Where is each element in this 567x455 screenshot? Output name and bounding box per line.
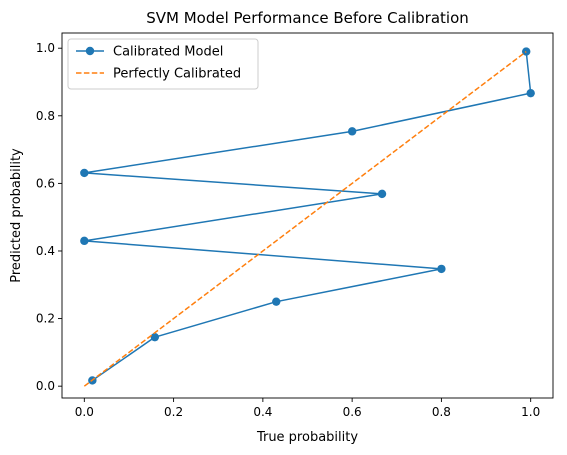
y-tick-label: 0.2: [36, 312, 55, 326]
x-tick-label: 0.0: [75, 405, 94, 419]
data-point: [347, 127, 357, 136]
y-tick-label: 0.4: [36, 244, 55, 258]
data-point: [80, 168, 89, 178]
axes-frame: [61, 32, 554, 399]
legend: Calibrated Model Perfectly Calibrated: [67, 38, 259, 90]
legend-box: [67, 38, 259, 90]
series-line-1: [83, 50, 527, 387]
x-tick-label: 0.4: [253, 405, 272, 419]
data-point: [526, 88, 535, 98]
y-axis-label: Predicted probability: [9, 148, 24, 283]
data-point: [80, 236, 89, 246]
legend-entry-label: Calibrated Model: [113, 45, 223, 60]
data-point: [377, 189, 387, 199]
x-tick-label: 1.0: [521, 405, 540, 419]
data-point: [150, 332, 160, 342]
x-axis-label: True probability: [256, 430, 358, 445]
legend-entry-label: Perfectly Calibrated: [113, 67, 241, 82]
y-tick-label: 1.0: [36, 41, 55, 55]
data-point: [437, 264, 446, 274]
y-tick-label: 0.0: [36, 379, 55, 393]
data-point: [272, 297, 281, 306]
legend-swatch-marker: [85, 46, 95, 56]
y-axis-ticks: 0.0 0.2 0.4 0.6 0.8 1.0: [36, 41, 62, 393]
x-tick-label: 0.6: [343, 405, 362, 419]
plot-area: [61, 32, 554, 399]
y-tick-label: 0.8: [36, 109, 55, 123]
x-tick-label: 0.2: [164, 405, 183, 419]
series-line-0: [83, 51, 532, 382]
x-axis-ticks: 0.0 0.2 0.4 0.6 0.8 1.0: [75, 398, 540, 419]
y-tick-label: 0.6: [36, 176, 55, 190]
chart-title: SVM Model Performance Before Calibration: [146, 9, 469, 27]
x-tick-label: 0.8: [432, 405, 451, 419]
